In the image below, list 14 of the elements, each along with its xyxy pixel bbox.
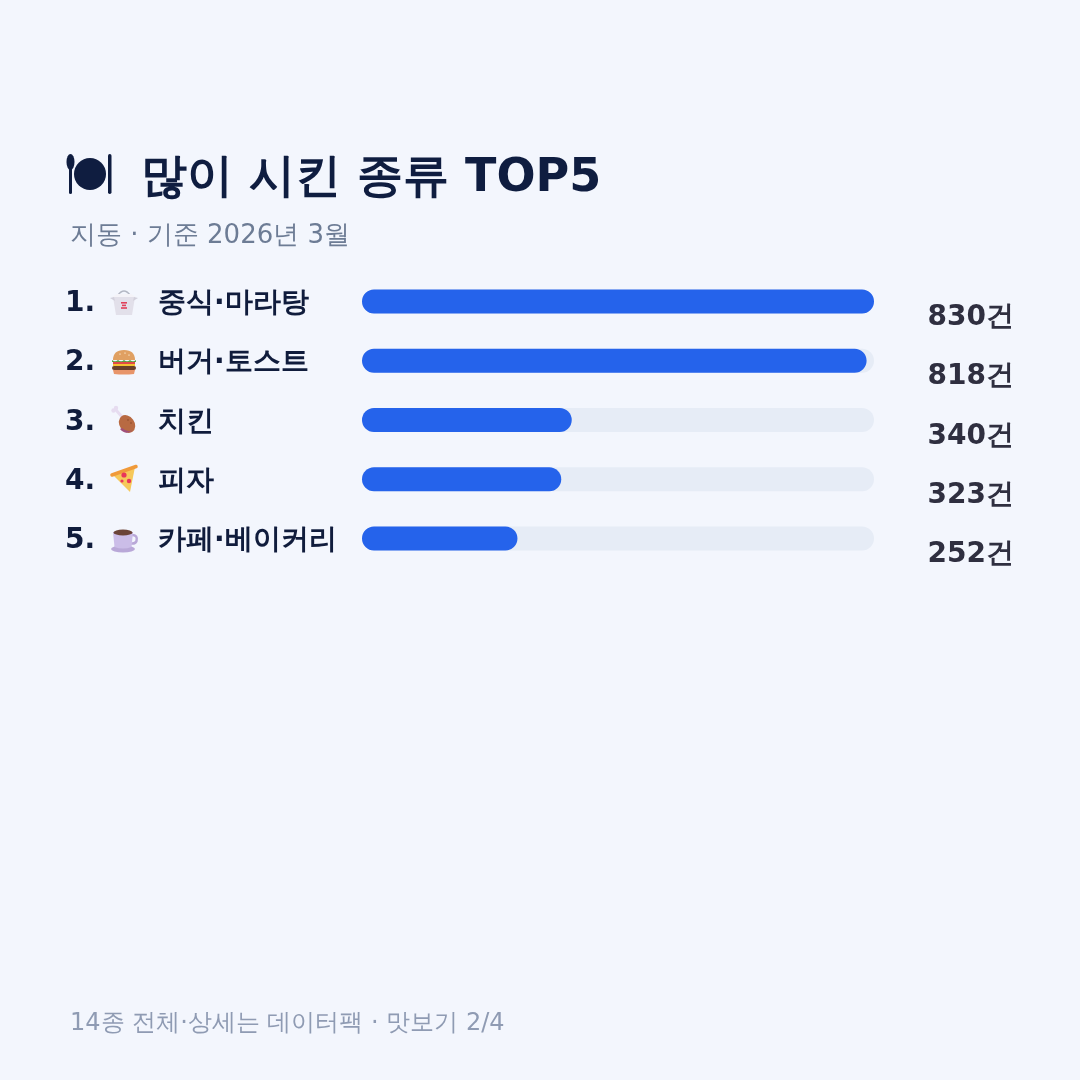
chart-subtitle: 지동 · 기준 2026년 3월 — [70, 219, 351, 249]
data-label: 818건 — [927, 358, 1014, 392]
text: 14종 전체·상세는 데이터팩 · 맛보기 2/4 — [70, 1008, 505, 1036]
bar — [362, 348, 867, 373]
data-label: 340건 — [927, 417, 1014, 451]
data-label: 323건 — [927, 476, 1014, 510]
category-label: 1. 중식·마라탕 — [65, 285, 309, 319]
category-label: 4. 피자 — [65, 462, 214, 496]
data-label: 830건 — [927, 299, 1014, 333]
category-label: 3. 치킨 — [65, 403, 214, 437]
chart-title: 많이 시킨 종류 TOP5 — [141, 148, 602, 202]
data-label: 252건 — [927, 535, 1014, 569]
category-label: 5. 카페·베이커리 — [65, 521, 337, 555]
category-label: 2. 버거·토스트 — [65, 344, 309, 378]
